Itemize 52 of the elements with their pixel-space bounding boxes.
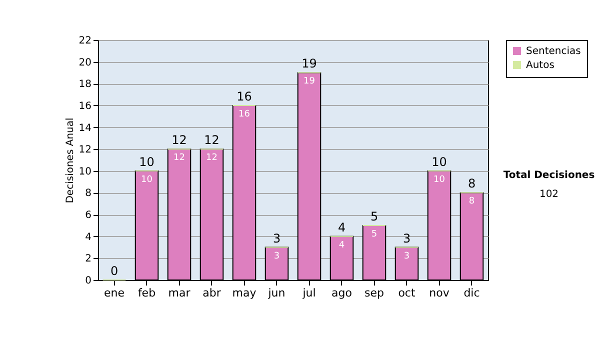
x-tick-label: ago: [332, 286, 352, 300]
x-tick-label: jun: [267, 286, 286, 300]
y-tick-label: 12: [78, 144, 92, 156]
data-label: 5: [371, 229, 378, 240]
data-label: 16: [238, 109, 250, 120]
total-label: 0: [110, 264, 118, 278]
total-label: 12: [204, 133, 220, 148]
x-tick-label: may: [232, 286, 257, 300]
data-label: 3: [274, 251, 280, 262]
y-tick-label: 14: [78, 122, 92, 134]
data-label: 10: [434, 174, 446, 185]
x-tick-label: sep: [364, 286, 384, 300]
total-label: 12: [172, 133, 187, 148]
x-tick-label: oct: [398, 286, 416, 300]
y-tick-label: 0: [85, 276, 92, 286]
total-label: 8: [468, 176, 476, 191]
total-label: 4: [338, 220, 346, 234]
data-label: 10: [141, 174, 153, 185]
y-tick-label: 4: [85, 232, 92, 243]
x-tick-label: jul: [302, 286, 316, 300]
data-label: 12: [174, 153, 185, 164]
data-label: 4: [338, 240, 345, 250]
y-axis-title: Decisiones Anual: [64, 118, 76, 204]
text: Total Decisiones: [502, 170, 596, 181]
data-label: 8: [468, 196, 475, 207]
x-tick-label: abr: [202, 286, 222, 300]
legend-label: Autos: [526, 60, 554, 71]
total-label: 10: [432, 154, 447, 169]
y-tick-label: 8: [85, 188, 92, 200]
y-tick-label: 10: [78, 166, 92, 178]
y-tick-label: 20: [78, 57, 92, 68]
total-label: 5: [370, 209, 378, 224]
total-label: 19: [302, 56, 317, 71]
x-tick-label: nov: [429, 286, 450, 300]
y-tick-label: 18: [78, 79, 92, 90]
y-tick-label: 22: [78, 36, 92, 46]
total-label: 3: [402, 231, 411, 246]
y-tick-label: 2: [85, 254, 92, 265]
y-tick-label: 6: [85, 210, 92, 222]
data-label: 3: [404, 251, 410, 262]
total-label: 16: [236, 89, 252, 104]
x-tick-label: ene: [104, 286, 125, 300]
data-label: 12: [206, 153, 218, 164]
total-label: 10: [139, 154, 154, 169]
total-label: 3: [272, 231, 281, 246]
legend-label: Sentencias: [526, 46, 581, 57]
text: 102: [538, 189, 560, 200]
x-tick-label: mar: [168, 286, 191, 300]
data-label: 19: [304, 76, 316, 87]
x-tick-label: feb: [138, 286, 156, 300]
x-tick-label: dic: [464, 286, 480, 300]
y-tick-label: 16: [78, 100, 92, 112]
